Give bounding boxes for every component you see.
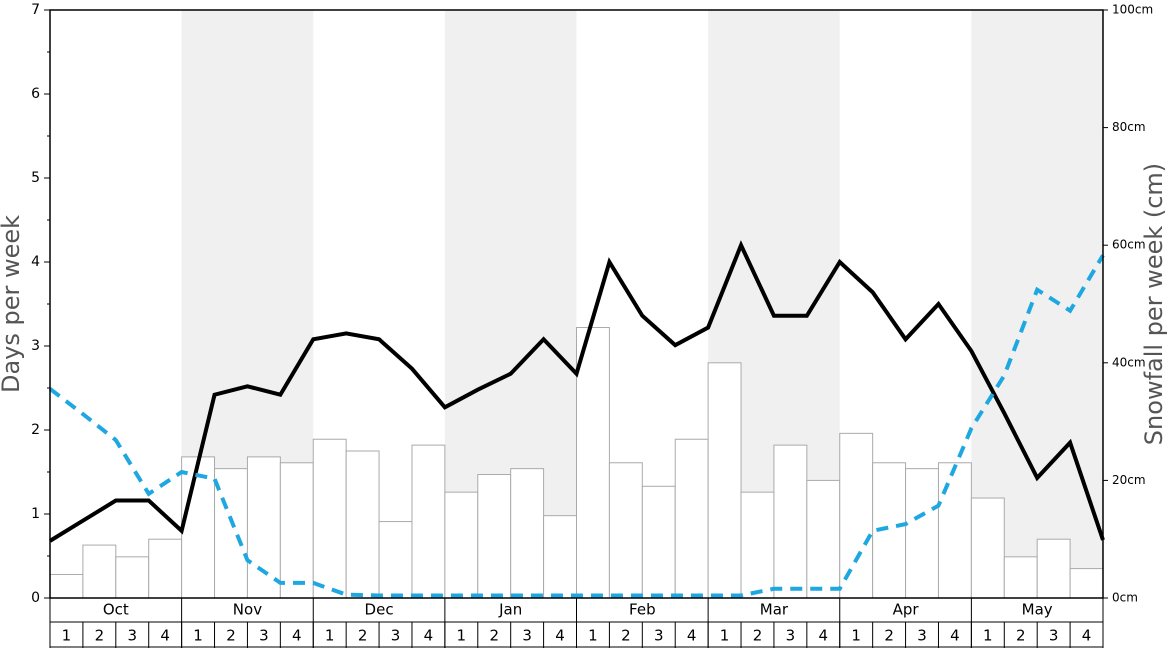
week-label: 1 xyxy=(720,627,730,645)
month-label: Feb xyxy=(629,601,656,619)
y-tick-label: 0 xyxy=(31,590,40,606)
week-label: 3 xyxy=(786,627,796,645)
bar xyxy=(115,556,150,599)
month-label: May xyxy=(1022,601,1053,619)
month-label: Apr xyxy=(893,601,920,619)
week-label: 3 xyxy=(391,627,401,645)
week-label: 2 xyxy=(489,627,499,645)
bar xyxy=(477,474,512,599)
y-axis-label: Days per week xyxy=(0,215,25,393)
week-label: 1 xyxy=(193,627,203,645)
month-label: Nov xyxy=(233,601,262,619)
week-label: 2 xyxy=(358,627,368,645)
bar xyxy=(641,485,676,599)
y-tick-label: 4 xyxy=(31,254,40,270)
bar xyxy=(246,456,281,599)
week-label: 1 xyxy=(62,627,72,645)
week-label: 2 xyxy=(226,627,236,645)
y-tick-label: 1 xyxy=(31,506,40,522)
y2-tick-label: 80cm xyxy=(1112,120,1146,134)
y-tick-label: 5 xyxy=(31,170,40,186)
bar xyxy=(1003,556,1038,599)
week-label: 4 xyxy=(950,627,960,645)
bar xyxy=(1069,568,1104,599)
y2-tick-label: 20cm xyxy=(1112,473,1146,487)
y-tick-label: 2 xyxy=(31,422,40,438)
y-tick-label: 6 xyxy=(31,86,40,102)
bar xyxy=(82,544,117,599)
week-label: 1 xyxy=(851,627,861,645)
week-label: 2 xyxy=(884,627,894,645)
bar xyxy=(148,538,183,599)
week-label: 3 xyxy=(127,627,137,645)
week-label: 2 xyxy=(95,627,105,645)
week-label: 4 xyxy=(160,627,170,645)
week-label: 4 xyxy=(424,627,434,645)
week-label: 4 xyxy=(555,627,565,645)
bar xyxy=(576,327,610,599)
bar xyxy=(1036,538,1071,599)
bar xyxy=(444,491,479,599)
bar xyxy=(970,497,1005,599)
week-label: 4 xyxy=(819,627,829,645)
week-label: 3 xyxy=(917,627,927,645)
line-series xyxy=(48,240,1105,543)
bar xyxy=(181,456,216,599)
week-label: 1 xyxy=(983,627,993,645)
week-label: 3 xyxy=(654,627,664,645)
week-label: 2 xyxy=(1016,627,1026,645)
week-label: 1 xyxy=(325,627,335,645)
bar xyxy=(279,462,314,599)
week-label: 3 xyxy=(1049,627,1059,645)
month-label: Oct xyxy=(103,601,129,619)
week-label: 4 xyxy=(292,627,302,645)
bar xyxy=(674,438,709,599)
bar xyxy=(411,444,446,599)
y-tick-label: 3 xyxy=(31,338,40,354)
line-series xyxy=(48,254,1105,598)
week-label: 4 xyxy=(1082,627,1092,645)
y2-tick-label: 100cm xyxy=(1112,3,1153,17)
week-label: 3 xyxy=(259,627,269,645)
bar xyxy=(608,462,643,599)
y2-tick-label: 40cm xyxy=(1112,355,1146,369)
week-label: 2 xyxy=(621,627,631,645)
week-label: 3 xyxy=(522,627,532,645)
y-tick-label: 7 xyxy=(31,2,40,18)
week-label: 2 xyxy=(753,627,763,645)
week-label: 4 xyxy=(687,627,697,645)
month-label: Jan xyxy=(498,601,522,619)
bar xyxy=(312,438,347,599)
bar xyxy=(345,450,380,599)
week-label: 1 xyxy=(457,627,467,645)
bar xyxy=(707,362,742,599)
week-label: 1 xyxy=(588,627,598,645)
bar xyxy=(510,468,545,599)
y2-tick-label: 0cm xyxy=(1112,591,1138,605)
bar xyxy=(773,444,808,599)
bar xyxy=(806,479,841,599)
bar xyxy=(378,521,413,599)
month-label: Dec xyxy=(365,601,394,619)
bar xyxy=(905,468,939,599)
month-label: Mar xyxy=(760,601,789,619)
y2-axis-label: Snowfall per week (cm) xyxy=(1140,163,1168,445)
bar xyxy=(49,573,84,599)
y2-tick-label: 60cm xyxy=(1112,238,1146,252)
bar xyxy=(740,491,775,599)
bar xyxy=(839,432,874,599)
bar xyxy=(543,515,577,599)
bar xyxy=(937,462,972,599)
